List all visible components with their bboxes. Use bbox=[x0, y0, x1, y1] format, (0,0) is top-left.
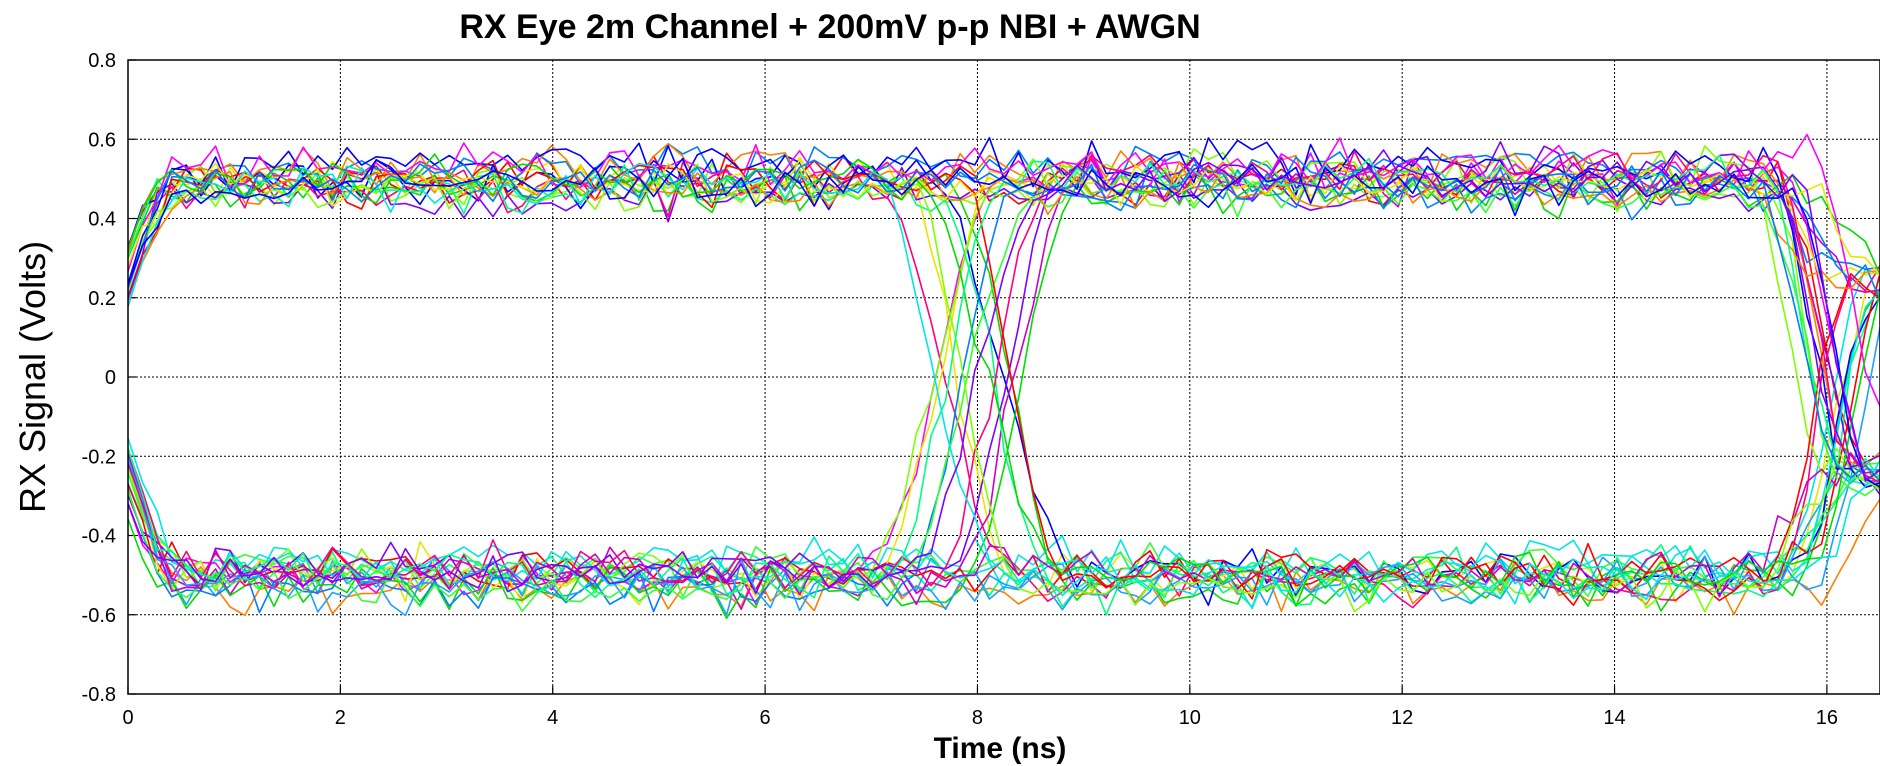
x-tick-label: 14 bbox=[1603, 707, 1625, 729]
eye-trace bbox=[128, 165, 1880, 612]
y-tick-label: 0.4 bbox=[88, 209, 116, 231]
y-axis-label: RX Signal (Volts) bbox=[12, 241, 53, 513]
eye-trace bbox=[128, 462, 1880, 598]
eye-trace bbox=[128, 133, 1880, 407]
eye-trace bbox=[128, 327, 1880, 606]
y-tick-label: 0.8 bbox=[88, 50, 116, 72]
eye-trace bbox=[128, 156, 1880, 606]
x-tick-label: 8 bbox=[972, 707, 983, 729]
y-tick-label: -0.8 bbox=[82, 684, 116, 706]
x-tick-label: 0 bbox=[122, 707, 133, 729]
eye-trace bbox=[128, 156, 1880, 482]
x-tick-label: 16 bbox=[1816, 707, 1838, 729]
y-tick-labels: -0.8 -0.6 -0.4 -0.2 0 0.2 0.4 0.6 0.8 bbox=[82, 50, 116, 706]
eye-trace bbox=[128, 157, 1880, 488]
y-tick-label: 0 bbox=[105, 367, 116, 389]
x-tick-label: 10 bbox=[1179, 707, 1201, 729]
eye-traces bbox=[128, 133, 1880, 620]
x-axis-label: Time (ns) bbox=[934, 732, 1067, 765]
eye-trace bbox=[128, 457, 1880, 617]
eye-trace bbox=[128, 159, 1880, 277]
x-tick-label: 6 bbox=[760, 707, 771, 729]
x-tick-label: 4 bbox=[547, 707, 558, 729]
x-tick-label: 12 bbox=[1391, 707, 1413, 729]
eye-trace bbox=[128, 159, 1880, 606]
eye-trace bbox=[128, 150, 1880, 590]
eye-trace bbox=[128, 163, 1880, 613]
y-tick-label: -0.4 bbox=[82, 526, 116, 548]
eye-trace bbox=[128, 160, 1880, 595]
eye-trace bbox=[128, 169, 1880, 612]
eye-trace bbox=[128, 162, 1880, 608]
eye-trace bbox=[128, 452, 1880, 606]
eye-trace bbox=[128, 141, 1880, 591]
plot-frame bbox=[127, 59, 1880, 695]
x-tick-label: 2 bbox=[335, 707, 346, 729]
eye-trace bbox=[128, 161, 1880, 304]
y-tick-label: -0.6 bbox=[82, 605, 116, 627]
y-tick-label: 0.6 bbox=[88, 129, 116, 151]
eye-trace bbox=[128, 153, 1880, 607]
chart-title: RX Eye 2m Channel + 200mV p-p NBI + AWGN bbox=[459, 8, 1200, 46]
eye-trace bbox=[128, 161, 1880, 609]
eye-trace bbox=[128, 465, 1880, 617]
x-tick-labels: 0 2 4 6 8 10 12 14 16 bbox=[122, 707, 1838, 729]
eye-trace bbox=[128, 154, 1880, 606]
y-tick-label: 0.2 bbox=[88, 288, 116, 310]
y-tick-label: -0.2 bbox=[82, 446, 116, 468]
eye-trace bbox=[128, 160, 1880, 614]
